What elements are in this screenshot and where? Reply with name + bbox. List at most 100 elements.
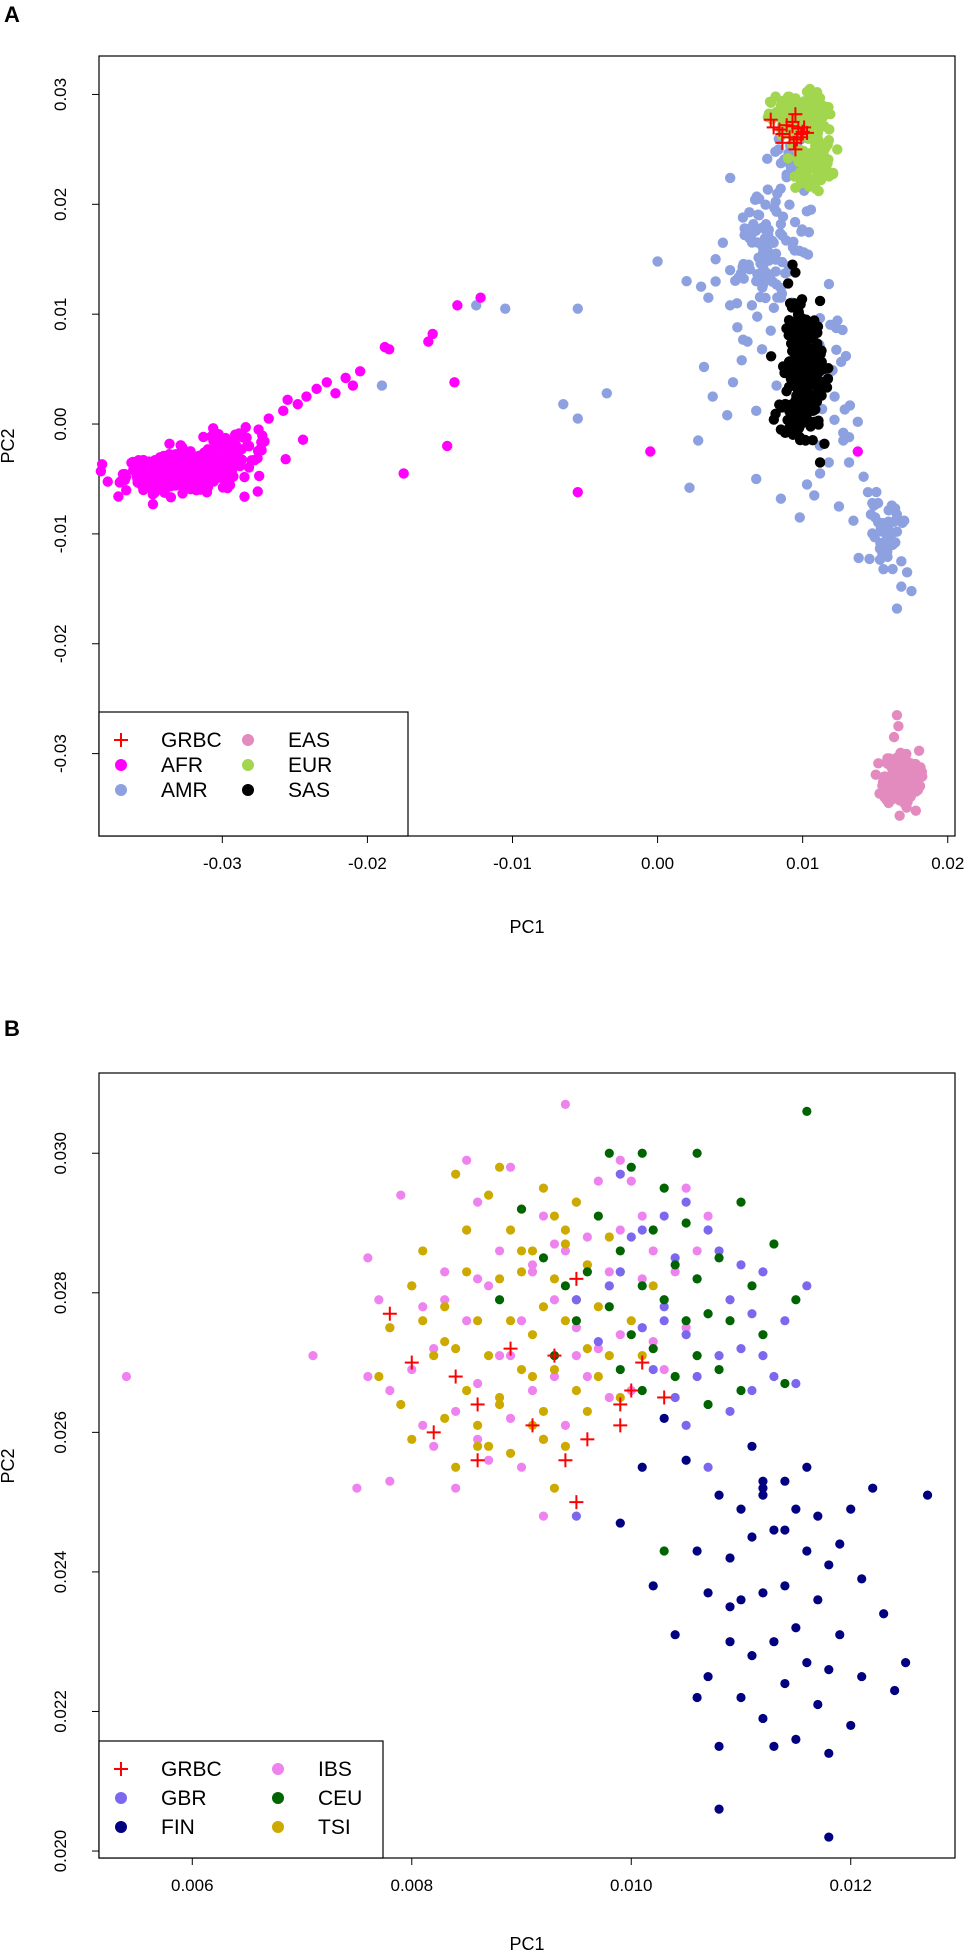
panel-b-fin-point	[769, 1637, 779, 1647]
panel-a-afr-point	[113, 491, 124, 502]
panel-a-amr-point	[762, 153, 773, 165]
panel-a-afr-point	[645, 446, 656, 457]
panel-a-xtick-label: 0.02	[931, 854, 964, 873]
panel-b-grbc-point	[558, 1453, 573, 1468]
panel-b-tsi-point	[473, 1420, 483, 1430]
panel-a-xlabel: PC1	[509, 917, 544, 937]
panel-a-afr-point	[229, 437, 240, 449]
panel-a-amr-point	[681, 276, 692, 287]
panel-b-ibs-point	[582, 1232, 592, 1242]
panel-a-amr-point	[710, 276, 721, 287]
panel-b-fin-point	[703, 1588, 713, 1598]
panel-b-fin-point	[857, 1574, 867, 1584]
panel-b-grbc-point	[470, 1453, 485, 1468]
svg-text:GBR: GBR	[161, 1787, 207, 1810]
panel-a-sas-point	[819, 363, 830, 375]
panel-b-ceu-point	[560, 1281, 571, 1291]
panel-a-sas-point	[798, 319, 810, 331]
panel-a-eur-point	[802, 133, 814, 144]
panel-b-tsi-point	[571, 1197, 581, 1207]
panel-b-gbr-point	[659, 1316, 669, 1326]
panel-a-afr-point	[206, 431, 217, 442]
panel-b-ceu-point	[659, 1546, 669, 1556]
panel-a-afr-point	[147, 499, 159, 510]
panel-b-tsi-point	[527, 1371, 538, 1382]
panel-a-amr-point	[601, 388, 612, 399]
panel-b-fin-point	[714, 1741, 724, 1751]
panel-b-ibs-point	[494, 1246, 505, 1256]
panel-a-grbc-point	[779, 118, 794, 133]
panel-a-sas-point	[776, 402, 787, 413]
panel-b-legend: GRBC GBR FIN IBS CEU TSI	[98, 1740, 384, 1859]
panel-b-gbr-point	[725, 1295, 735, 1305]
panel-a-amr-point	[781, 171, 792, 183]
panel-b-tsi-point	[560, 1316, 571, 1326]
panel-a-afr-point	[246, 455, 257, 466]
panel-b-ceu-point	[659, 1295, 669, 1305]
panel-a-amr-point	[652, 256, 663, 267]
panel-a-eas-point	[915, 762, 926, 773]
panel-b-gbr-point	[571, 1295, 581, 1305]
panel-a-amr-point	[785, 162, 797, 173]
panel-a-afr-point	[208, 423, 219, 434]
panel-b-gbr-point	[670, 1253, 680, 1263]
panel-b-tsi-point	[483, 1190, 494, 1200]
panel-b-ibs-point	[429, 1441, 439, 1451]
panel-a-amr-point	[693, 435, 704, 446]
panel-a-amr-point	[899, 515, 910, 526]
panel-a-ytick-label: -0.02	[51, 624, 70, 663]
panel-a-afr-point	[354, 366, 366, 377]
panel-b-ceu-point	[791, 1295, 801, 1305]
panel-a-eas-point	[879, 771, 890, 782]
panel-a-afr-point	[252, 445, 264, 457]
panel-b-fin-point	[725, 1637, 735, 1647]
panel-b-ibs-point	[692, 1246, 702, 1256]
panel-b-tsi-point	[462, 1225, 472, 1235]
panel-b-tsi-point	[549, 1364, 560, 1375]
panel-b-tsi-point	[483, 1351, 494, 1361]
panel-a-sas-point	[791, 360, 802, 371]
panel-a-amr-point	[767, 276, 778, 287]
panel-a-amr-point	[736, 355, 747, 366]
panel-b-fin-point	[659, 1413, 669, 1423]
panel-a-sas-point	[809, 362, 821, 374]
panel-b-fin-point	[846, 1504, 856, 1514]
panel-b-ceu-point	[703, 1399, 713, 1410]
panel-b-tsi-point	[538, 1183, 549, 1193]
panel-a-amr-point	[724, 265, 736, 276]
panel-a-amr-point	[572, 413, 583, 424]
panel-b-fin-point	[813, 1595, 823, 1605]
panel-a-amr-point	[727, 377, 739, 388]
panel-a-sas-point	[807, 405, 819, 417]
panel-a-sas-point	[801, 394, 813, 405]
panel-a-afr-point	[139, 465, 150, 476]
panel-b-ibs-point	[681, 1183, 691, 1193]
panel-a-eur-point	[764, 96, 776, 107]
panel-a-sas-point	[801, 363, 812, 375]
panel-b-ceu-point	[538, 1253, 549, 1263]
panel-b-fin-point	[714, 1490, 724, 1500]
panel-a-afr-point	[188, 481, 199, 493]
panel-b-ibs-point	[538, 1211, 549, 1221]
panel-b-fin-point	[725, 1602, 735, 1612]
panel-a-eur-point	[822, 158, 833, 169]
panel-a-sas-point	[807, 353, 819, 365]
panel-b-tsi-point	[604, 1232, 614, 1242]
panel-a-amr-point	[698, 361, 710, 373]
panel-a-grbc-point	[788, 107, 803, 122]
panel-a-afr-point	[243, 440, 255, 452]
panel-a-afr-point	[198, 431, 209, 443]
panel-a-eur-point	[806, 94, 817, 105]
panel-b-ceu-point	[725, 1316, 735, 1326]
panel-a-eur-point	[790, 182, 801, 194]
panel-b-ibs-point	[308, 1351, 318, 1361]
panel-b-tsi-point	[505, 1448, 516, 1458]
panel-b-ytick-label: 0.026	[51, 1411, 70, 1454]
panel-a-amr-point	[753, 210, 765, 221]
panel-b-tsi-point	[516, 1246, 527, 1256]
panel-b-ceu-point	[681, 1316, 691, 1326]
panel-a-afr-point	[177, 474, 188, 485]
panel-a-amr-point	[878, 563, 889, 575]
panel-b-gbr-point	[714, 1246, 724, 1256]
panel-b-gbr-point	[681, 1197, 691, 1207]
